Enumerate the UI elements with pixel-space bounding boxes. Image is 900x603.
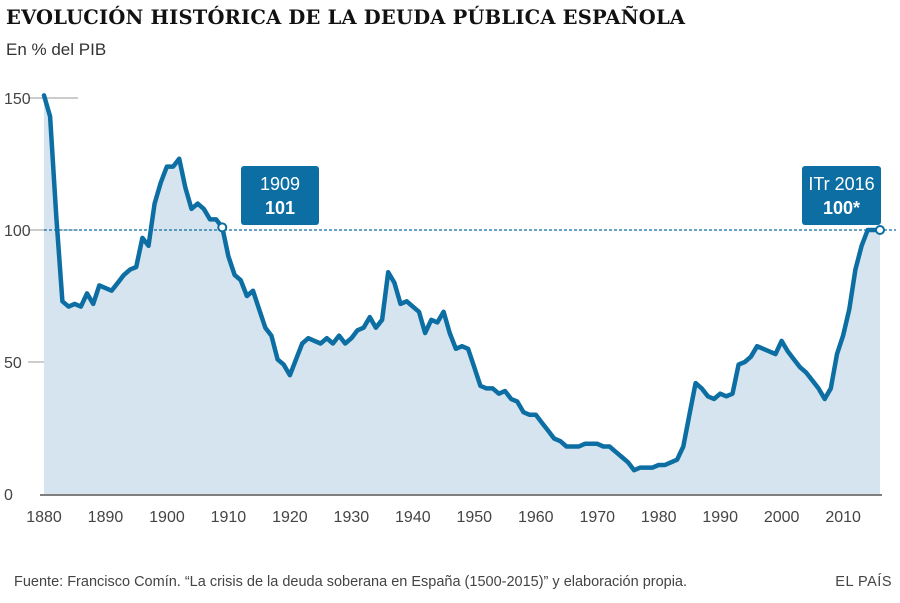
x-tick-label: 1940 xyxy=(395,509,431,526)
x-tick-label: 2010 xyxy=(825,509,861,526)
chart-subtitle: En % del PIB xyxy=(6,40,107,59)
debt-line xyxy=(41,93,883,473)
x-tick-label: 1970 xyxy=(579,509,615,526)
callout-box: 1909 101 xyxy=(241,166,319,225)
x-tick-label: 2000 xyxy=(764,509,800,526)
x-tick-label: 1990 xyxy=(702,509,738,526)
callout-background xyxy=(802,166,881,225)
axes: 1880 1890 1900 1910 1920 1930 1940 1950 1960 1970… xyxy=(4,91,882,526)
x-tick-label: 1950 xyxy=(456,509,492,526)
x-tick-label: 1930 xyxy=(334,509,370,526)
y-tick-label: 150 xyxy=(4,91,31,108)
markers xyxy=(217,222,885,235)
chart-title: EVOLUCIÓN HISTÓRICA DE LA DEUDA PÚBLICA … xyxy=(6,6,686,29)
x-tick-label: 1880 xyxy=(26,509,62,526)
callout-year-label: ITr 2016 xyxy=(808,174,874,194)
callout-marker xyxy=(217,222,228,233)
callout-background xyxy=(241,166,319,225)
callout-value-label: 101 xyxy=(265,198,295,218)
debt-area xyxy=(44,95,880,495)
y-tick-label: 100 xyxy=(4,223,31,240)
x-tick-label: 1890 xyxy=(88,509,124,526)
callout-value-label: 100* xyxy=(823,198,860,218)
callout-year-label: 1909 xyxy=(260,174,300,194)
x-tick-label: 1980 xyxy=(641,509,677,526)
callout-marker xyxy=(875,225,885,235)
x-tick-label: 1960 xyxy=(518,509,554,526)
callout-box: ITr 2016 100* xyxy=(802,166,881,225)
source-note: Fuente: Francisco Comín. “La crisis de l… xyxy=(14,574,688,590)
x-tick-label: 1900 xyxy=(149,509,185,526)
x-tick-label: 1910 xyxy=(211,509,247,526)
y-tick-label: 0 xyxy=(4,487,13,504)
x-tick-label: 1920 xyxy=(272,509,308,526)
y-tick-label: 50 xyxy=(4,355,22,372)
brand-label: EL PAÍS xyxy=(835,574,892,590)
callouts: 1909 101 ITr 2016 100* xyxy=(241,166,881,225)
